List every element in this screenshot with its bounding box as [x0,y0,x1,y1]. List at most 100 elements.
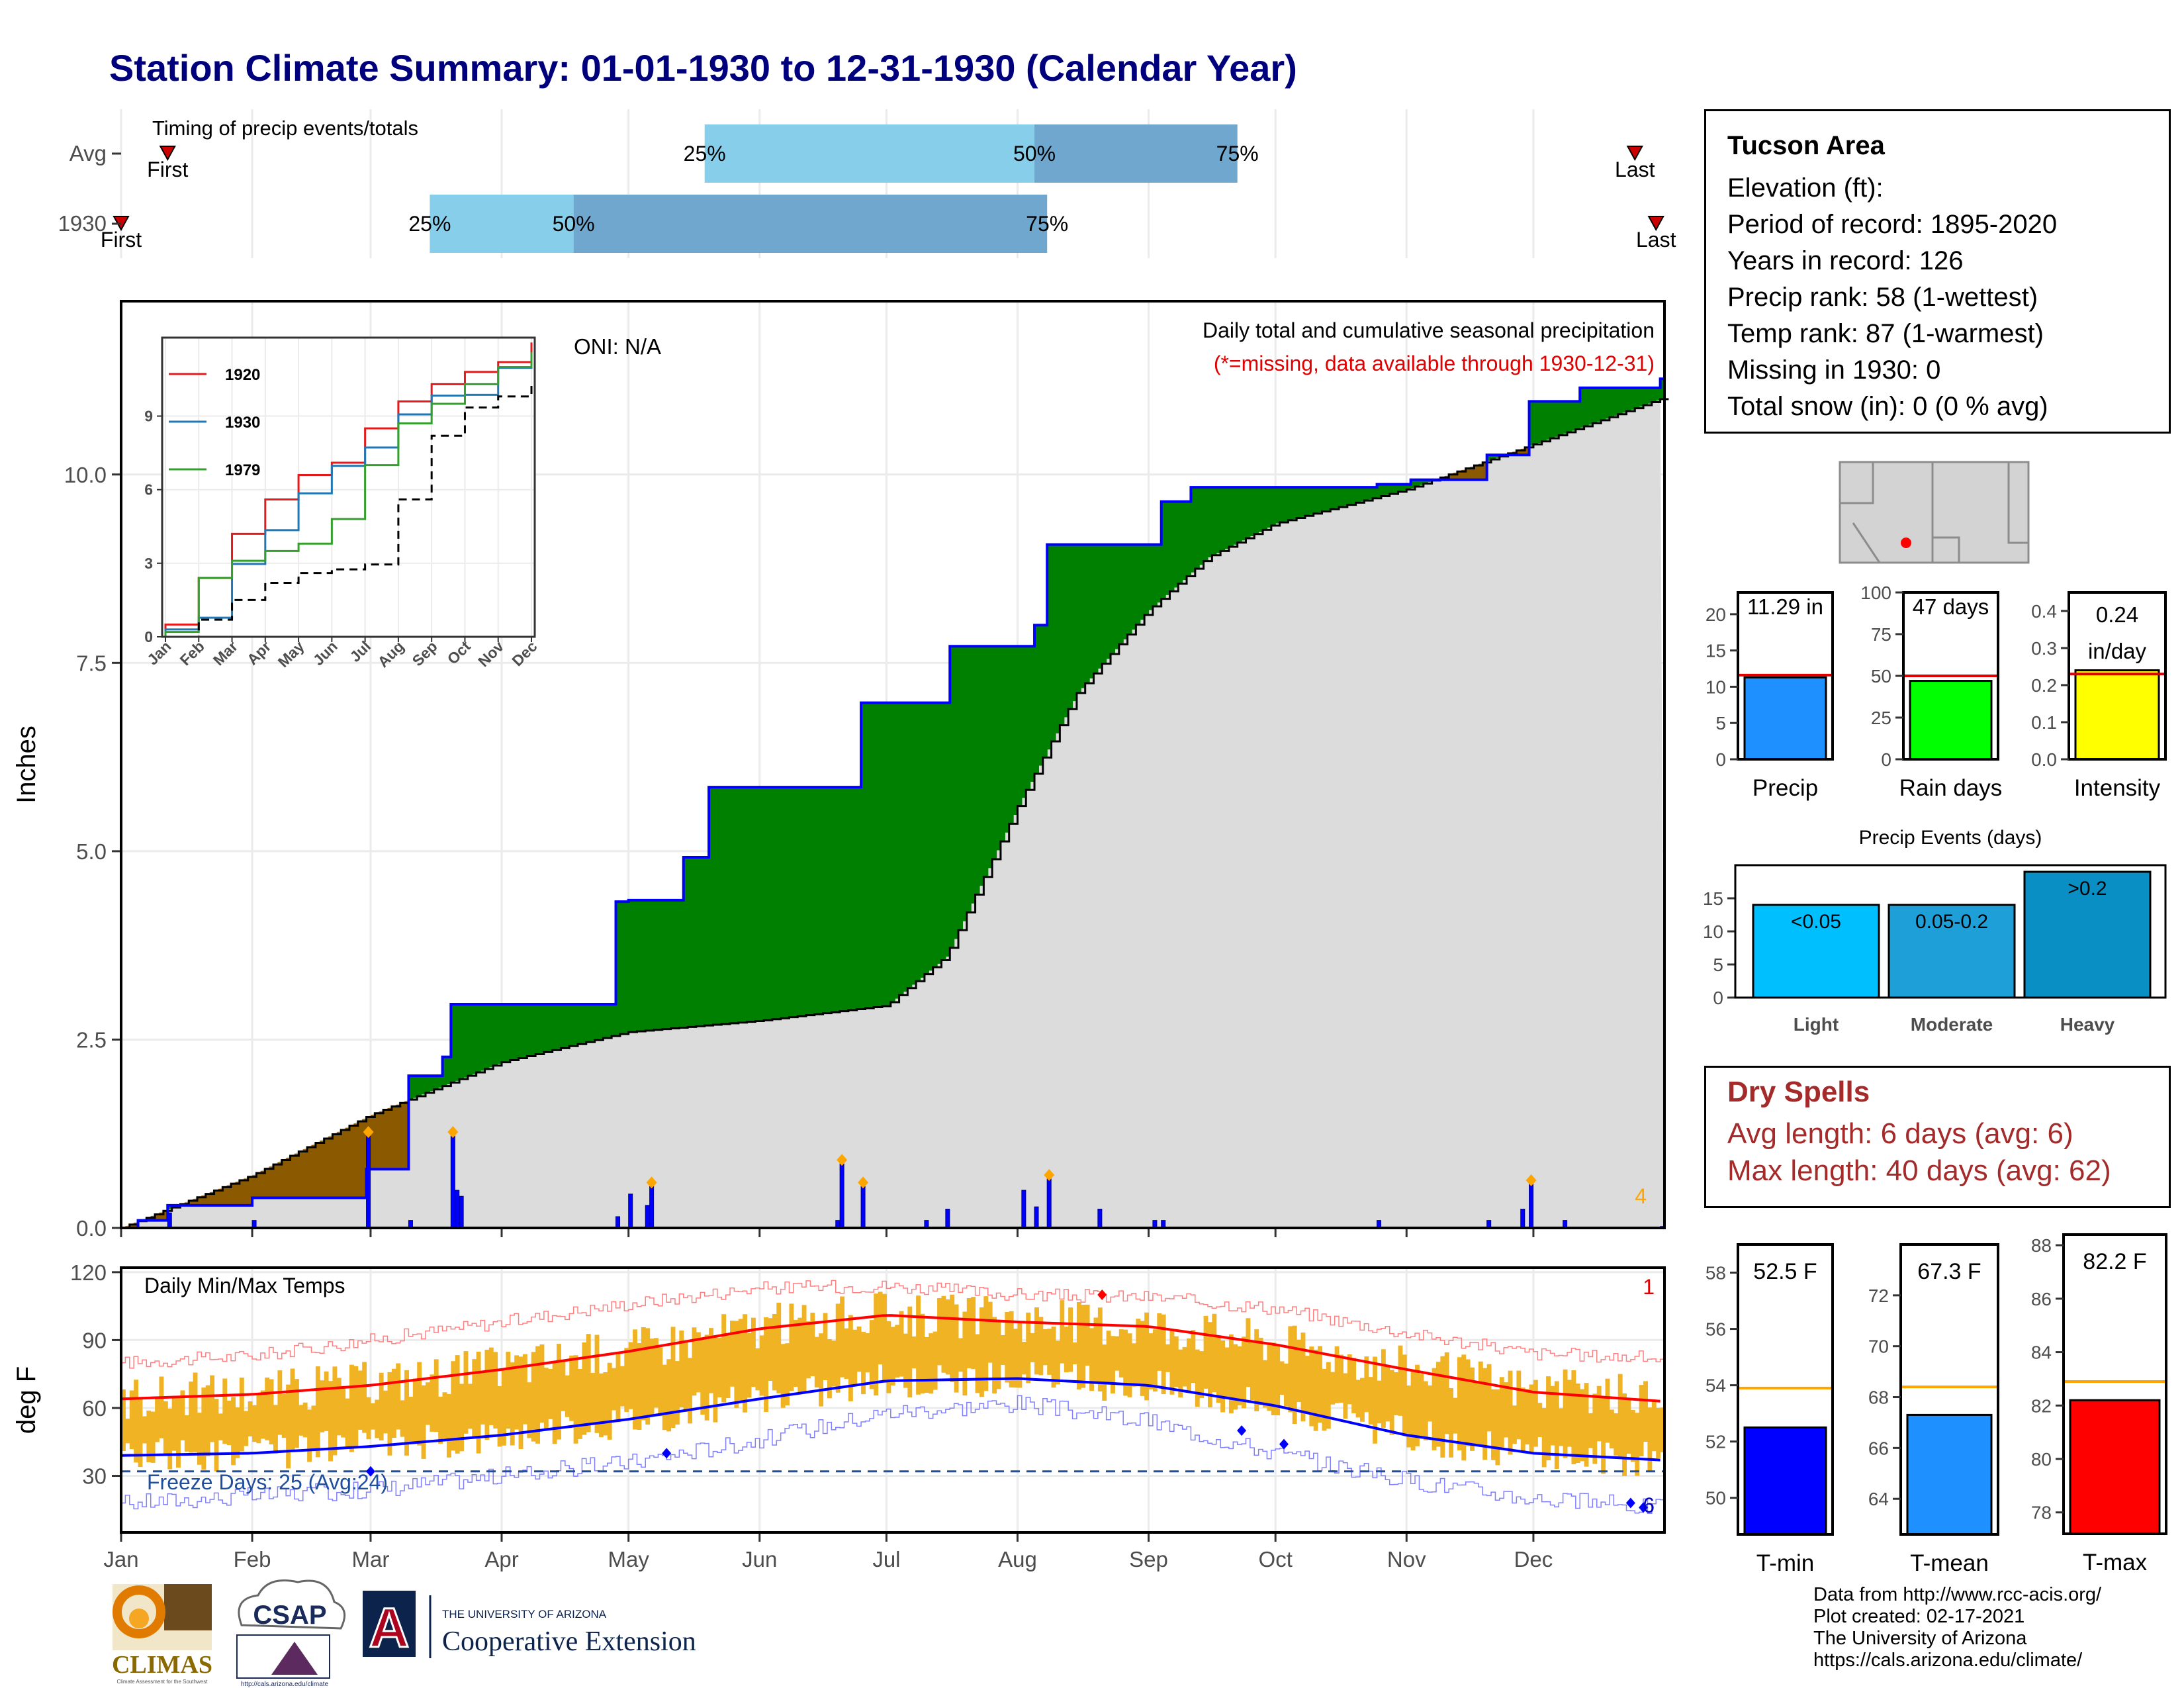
y-tick-label: 120 [70,1260,107,1285]
y-tick-label: 0.0 [76,1216,107,1241]
state-border [1852,522,1881,563]
y-tick-label: 2.5 [76,1027,107,1052]
ua-logo-block [363,1591,416,1657]
inset-frame [161,336,536,638]
mini-y-tick: 0.2 [2031,675,2057,696]
temp-chart-frame [1899,1243,1999,1536]
heavy-precip-marker [447,1126,459,1139]
info-line: Total snow (in): 0 (0 % avg) [1727,392,2048,421]
daily-precip-bar [945,1209,950,1229]
mini-y-tick: 100 [1860,583,1891,603]
timing-pct-label: 25% [684,142,726,165]
legend-label: 1979 [225,461,260,479]
y-axis-title: deg F [12,1366,41,1434]
inset-year-line [164,352,533,637]
mini-y-tick: 50 [1871,666,1891,686]
timing-pct-label: 75% [1026,212,1068,236]
heavy-precip-marker [1525,1174,1537,1186]
timing-bar-25-50 [430,195,574,253]
timing-pct-label: 50% [553,212,595,236]
record-min-line [121,1395,1665,1516]
record-marker [1097,1289,1107,1301]
mini-y-tick: 0 [1715,749,1726,770]
state-border [1933,536,1960,563]
daily-precip-bar [615,1216,621,1229]
last-event-label: Last [1615,158,1655,181]
temp-y-tick: 84 [2031,1342,2052,1363]
metric-bar [1909,680,1993,761]
freeze-days-label: Freeze Days: 25 (Avg:24) [147,1470,388,1494]
daily-precip-bar [645,1205,650,1229]
station-name: Tucson Area [1727,131,1885,160]
daily-precip-bar [1520,1209,1525,1229]
record-low-count: 6 [1643,1493,1655,1517]
mini-y-tick: 0.0 [2031,749,2057,770]
y-tick-label: 10.0 [64,463,107,487]
precip-events-chart: Precip Events (days) <0.05 Light 0.05-0.2 Mo… [1703,827,2167,1035]
temp-value: 52.5 F [1753,1259,1817,1284]
event-category: Heavy [2060,1014,2115,1035]
record-marker [1279,1438,1289,1450]
daily-precip-bar [1529,1184,1534,1229]
mini-y-tick: 0 [1881,749,1891,770]
temp-value: 82.2 F [2083,1249,2146,1274]
temp-summary-chart: 64 66 68 70 72 67.3 F T-mean [1868,1243,1999,1576]
event-bar [2023,870,2152,999]
credit-line: https://cals.arizona.edu/climate/ [1813,1650,2083,1671]
month-tick-label: Aug [998,1547,1037,1571]
climas-logo-block [164,1584,212,1630]
record-marker [365,1466,375,1477]
first-event-label: First [101,228,142,252]
daily-precip-bar [459,1196,464,1229]
mini-y-tick: 15 [1706,641,1726,661]
mini-y-tick: 10 [1706,677,1726,697]
mini-bar-chart: 0.0 0.1 0.2 0.3 0.4 0.24 in/day Intensity [2031,591,2167,801]
y-tick-label: 30 [82,1464,107,1489]
heavy-precip-marker [1044,1169,1055,1182]
event-bar [1752,904,1880,999]
credit-line: Plot created: 02-17-2021 [1813,1606,2025,1627]
temp-bar [1743,1426,1827,1536]
daily-precip-bar [1097,1209,1103,1229]
temp-panel-frame [120,1266,1666,1534]
mini-y-tick: 20 [1706,604,1726,625]
ua-logo-letter: A [369,1597,410,1659]
inset-avg-line [165,381,533,638]
credit-line: Data from http://www.rcc-acis.org/ [1813,1584,2102,1605]
events-y-tick: 10 [1703,921,1723,942]
events-title: Precip Events (days) [1859,827,2042,849]
avg-cumulative-fill [121,399,1664,1228]
temp-y-tick: 66 [1868,1438,1889,1458]
last-event-label: Last [1636,228,1676,252]
metric-bar [2074,669,2160,761]
temp-y-tick: 86 [2031,1289,2052,1309]
metric-label: Rain days [1899,775,2003,801]
metric-label: Intensity [2074,775,2161,801]
heavy-precip-marker [363,1126,374,1139]
y-tick-label: 90 [82,1328,107,1352]
info-line: Precip rank: 58 (1-wettest) [1727,283,2038,312]
daily-precip-bar [839,1163,844,1229]
record-marker [662,1448,672,1459]
temp-y-tick: 82 [2031,1395,2052,1416]
mini-y-tick: 75 [1871,624,1891,645]
observed-cumulative-line [121,377,1664,1229]
timing-pct-label: 50% [1013,142,1056,165]
temp-value: 67.3 F [1917,1259,1981,1284]
heavy-precip-marker [646,1176,657,1189]
mini-y-tick: 0.1 [2031,712,2057,733]
csap-logo-url: http://cals.arizona.edu/climate [241,1681,329,1688]
csap-logo-text: CSAP [253,1601,326,1630]
mini-y-tick: 0.4 [2031,601,2057,622]
temp-label: T-mean [1910,1550,1989,1576]
daily-precip-bar [1034,1206,1039,1229]
metric-value: 0.24 [2096,602,2138,627]
info-line: Elevation (ft): [1727,173,1884,203]
month-tick-label: Mar [352,1547,390,1571]
metric-label: Precip [1752,775,1818,801]
dry-spells-max: Max length: 40 days (avg: 62) [1727,1154,2111,1187]
timing-panel-label: Timing of precip events/totals [152,117,418,140]
heavy-precip-marker [858,1176,869,1189]
record-max-line [121,1280,1665,1369]
